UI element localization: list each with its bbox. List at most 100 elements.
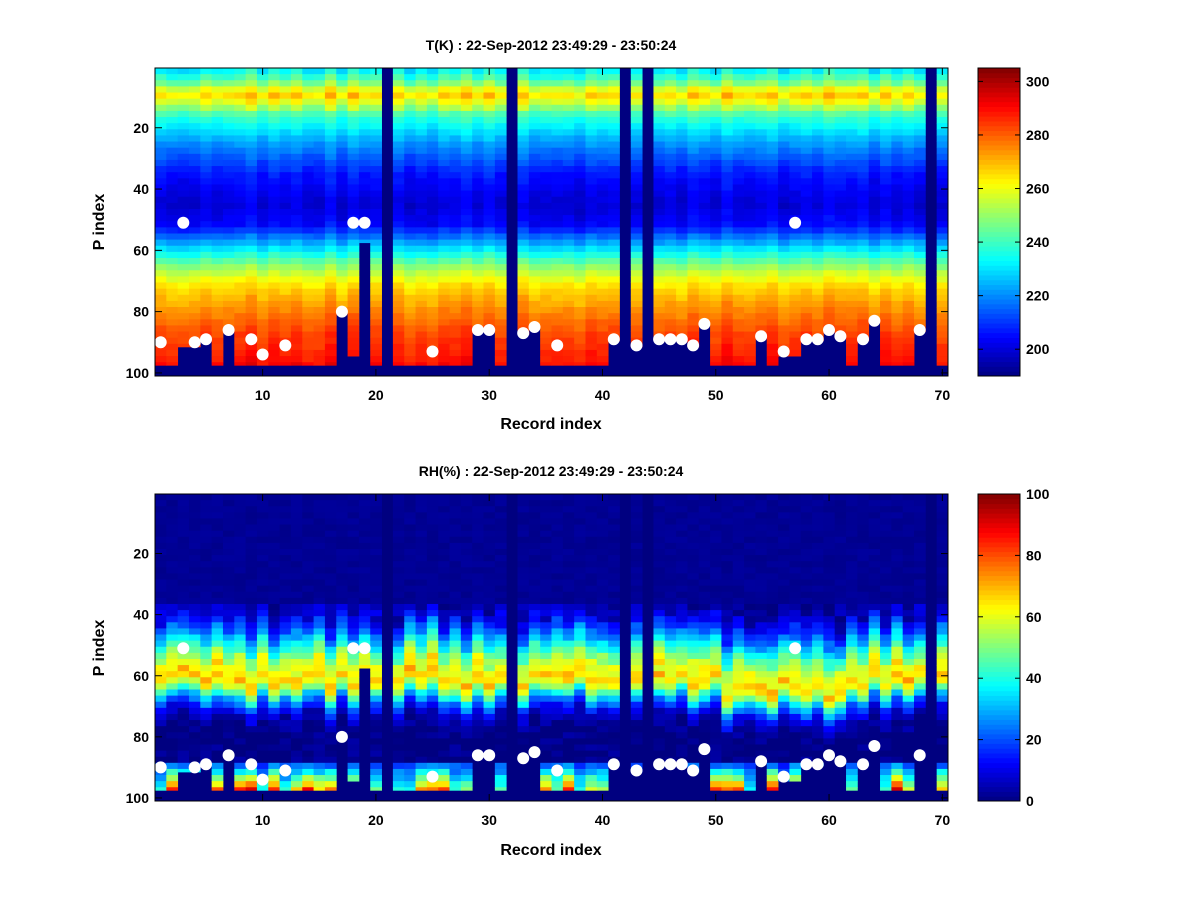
heatmap-cell	[268, 713, 281, 721]
heatmap-cell	[744, 184, 756, 191]
heatmap-cell	[426, 555, 439, 562]
heatmap-cell	[562, 720, 575, 727]
heatmap-cell	[585, 732, 598, 739]
heatmap-cell	[732, 190, 745, 198]
heatmap-cell	[200, 147, 213, 155]
heatmap-cell	[891, 196, 904, 204]
heatmap-cell	[846, 159, 858, 167]
heatmap-cell	[449, 652, 462, 660]
heatmap-cell	[517, 288, 530, 296]
heatmap-cell	[551, 555, 564, 562]
heatmap-cell	[540, 196, 552, 204]
heatmap-cell	[483, 548, 496, 556]
heatmap-cell	[245, 80, 258, 87]
heatmap-cell	[404, 536, 416, 544]
heatmap-cell	[721, 190, 734, 198]
heatmap-cell	[766, 307, 779, 314]
heatmap-cell	[891, 300, 904, 308]
heatmap-cell	[744, 264, 756, 271]
heatmap-cell	[256, 579, 269, 587]
heatmap-cell	[200, 190, 213, 198]
heatmap-cell	[245, 530, 258, 538]
heatmap-cell	[789, 307, 802, 314]
heatmap-cell	[721, 98, 734, 106]
heatmap-cell	[302, 628, 314, 635]
x-tick-label: 10	[255, 387, 271, 403]
heatmap-cell	[415, 141, 428, 149]
heatmap-cell	[268, 307, 281, 314]
heatmap-cell	[483, 573, 496, 580]
heatmap-cell	[732, 264, 745, 271]
heatmap-cell	[211, 104, 224, 112]
heatmap-cell	[880, 258, 892, 265]
heatmap-cell	[256, 732, 269, 739]
heatmap-cell	[370, 331, 382, 339]
heatmap-cell	[460, 135, 473, 142]
heatmap-cell	[732, 282, 745, 290]
heatmap-cell	[676, 68, 688, 75]
heatmap-cell	[449, 707, 462, 715]
heatmap-cell	[834, 141, 847, 149]
heatmap-cell	[449, 202, 462, 210]
heatmap-cell	[800, 245, 813, 253]
heatmap-cell	[200, 677, 213, 684]
heatmap-cell	[268, 744, 281, 751]
heatmap-cell	[608, 196, 620, 204]
heatmap-cell	[936, 104, 949, 112]
heatmap-cell	[415, 567, 428, 574]
heatmap-cell	[268, 542, 281, 550]
heatmap-cell	[528, 689, 541, 697]
heatmap-cell	[279, 258, 292, 265]
heatmap-cell	[336, 548, 348, 556]
heatmap-cell	[347, 689, 360, 697]
heatmap-cell	[426, 646, 439, 654]
heatmap-cell	[562, 713, 575, 721]
heatmap-cell	[494, 98, 507, 106]
heatmap-cell	[426, 665, 439, 672]
heatmap-cell	[166, 512, 179, 519]
heatmap-cell	[415, 738, 428, 745]
heatmap-cell	[744, 251, 756, 259]
heatmap-cell	[166, 307, 179, 314]
heatmap-cell	[517, 196, 530, 204]
heatmap-cell	[551, 512, 564, 519]
heatmap-cell	[256, 104, 269, 112]
heatmap-cell	[823, 227, 836, 234]
heatmap-cell	[551, 781, 564, 788]
heatmap-cell	[426, 86, 439, 93]
heatmap-cell	[585, 104, 598, 112]
heatmap-cell	[324, 239, 337, 247]
heatmap-cell	[438, 233, 450, 241]
heatmap-cell	[664, 110, 677, 118]
heatmap-cell	[574, 215, 586, 222]
heatmap-cell	[902, 190, 915, 198]
heatmap-cell	[324, 135, 337, 142]
heatmap-cell	[472, 536, 484, 544]
heatmap-cell	[166, 233, 179, 241]
heatmap-cell	[200, 300, 213, 308]
heatmap-cell	[290, 561, 303, 568]
heatmap-cell	[755, 147, 768, 155]
heatmap-cell	[200, 178, 213, 185]
heatmap-cell	[812, 196, 824, 204]
heatmap-cell	[279, 732, 292, 739]
heatmap-cell	[936, 270, 949, 277]
heatmap-cell	[268, 695, 281, 703]
heatmap-cell	[268, 129, 281, 136]
heatmap-cell	[846, 227, 858, 234]
heatmap-cell	[483, 744, 496, 751]
heatmap-cell	[256, 768, 269, 776]
heatmap-cell	[211, 337, 224, 345]
heatmap-cell	[834, 239, 847, 247]
heatmap-cell	[936, 147, 949, 155]
heatmap-cell	[778, 190, 790, 198]
heatmap-cell	[392, 756, 405, 764]
heatmap-cell	[302, 362, 314, 366]
heatmap-cell	[574, 640, 586, 648]
marker-point	[222, 324, 235, 336]
heatmap-cell	[234, 98, 247, 106]
heatmap-cell	[222, 585, 235, 593]
heatmap-cell	[404, 701, 416, 709]
heatmap-cell	[460, 141, 473, 149]
heatmap-cell	[268, 494, 281, 501]
